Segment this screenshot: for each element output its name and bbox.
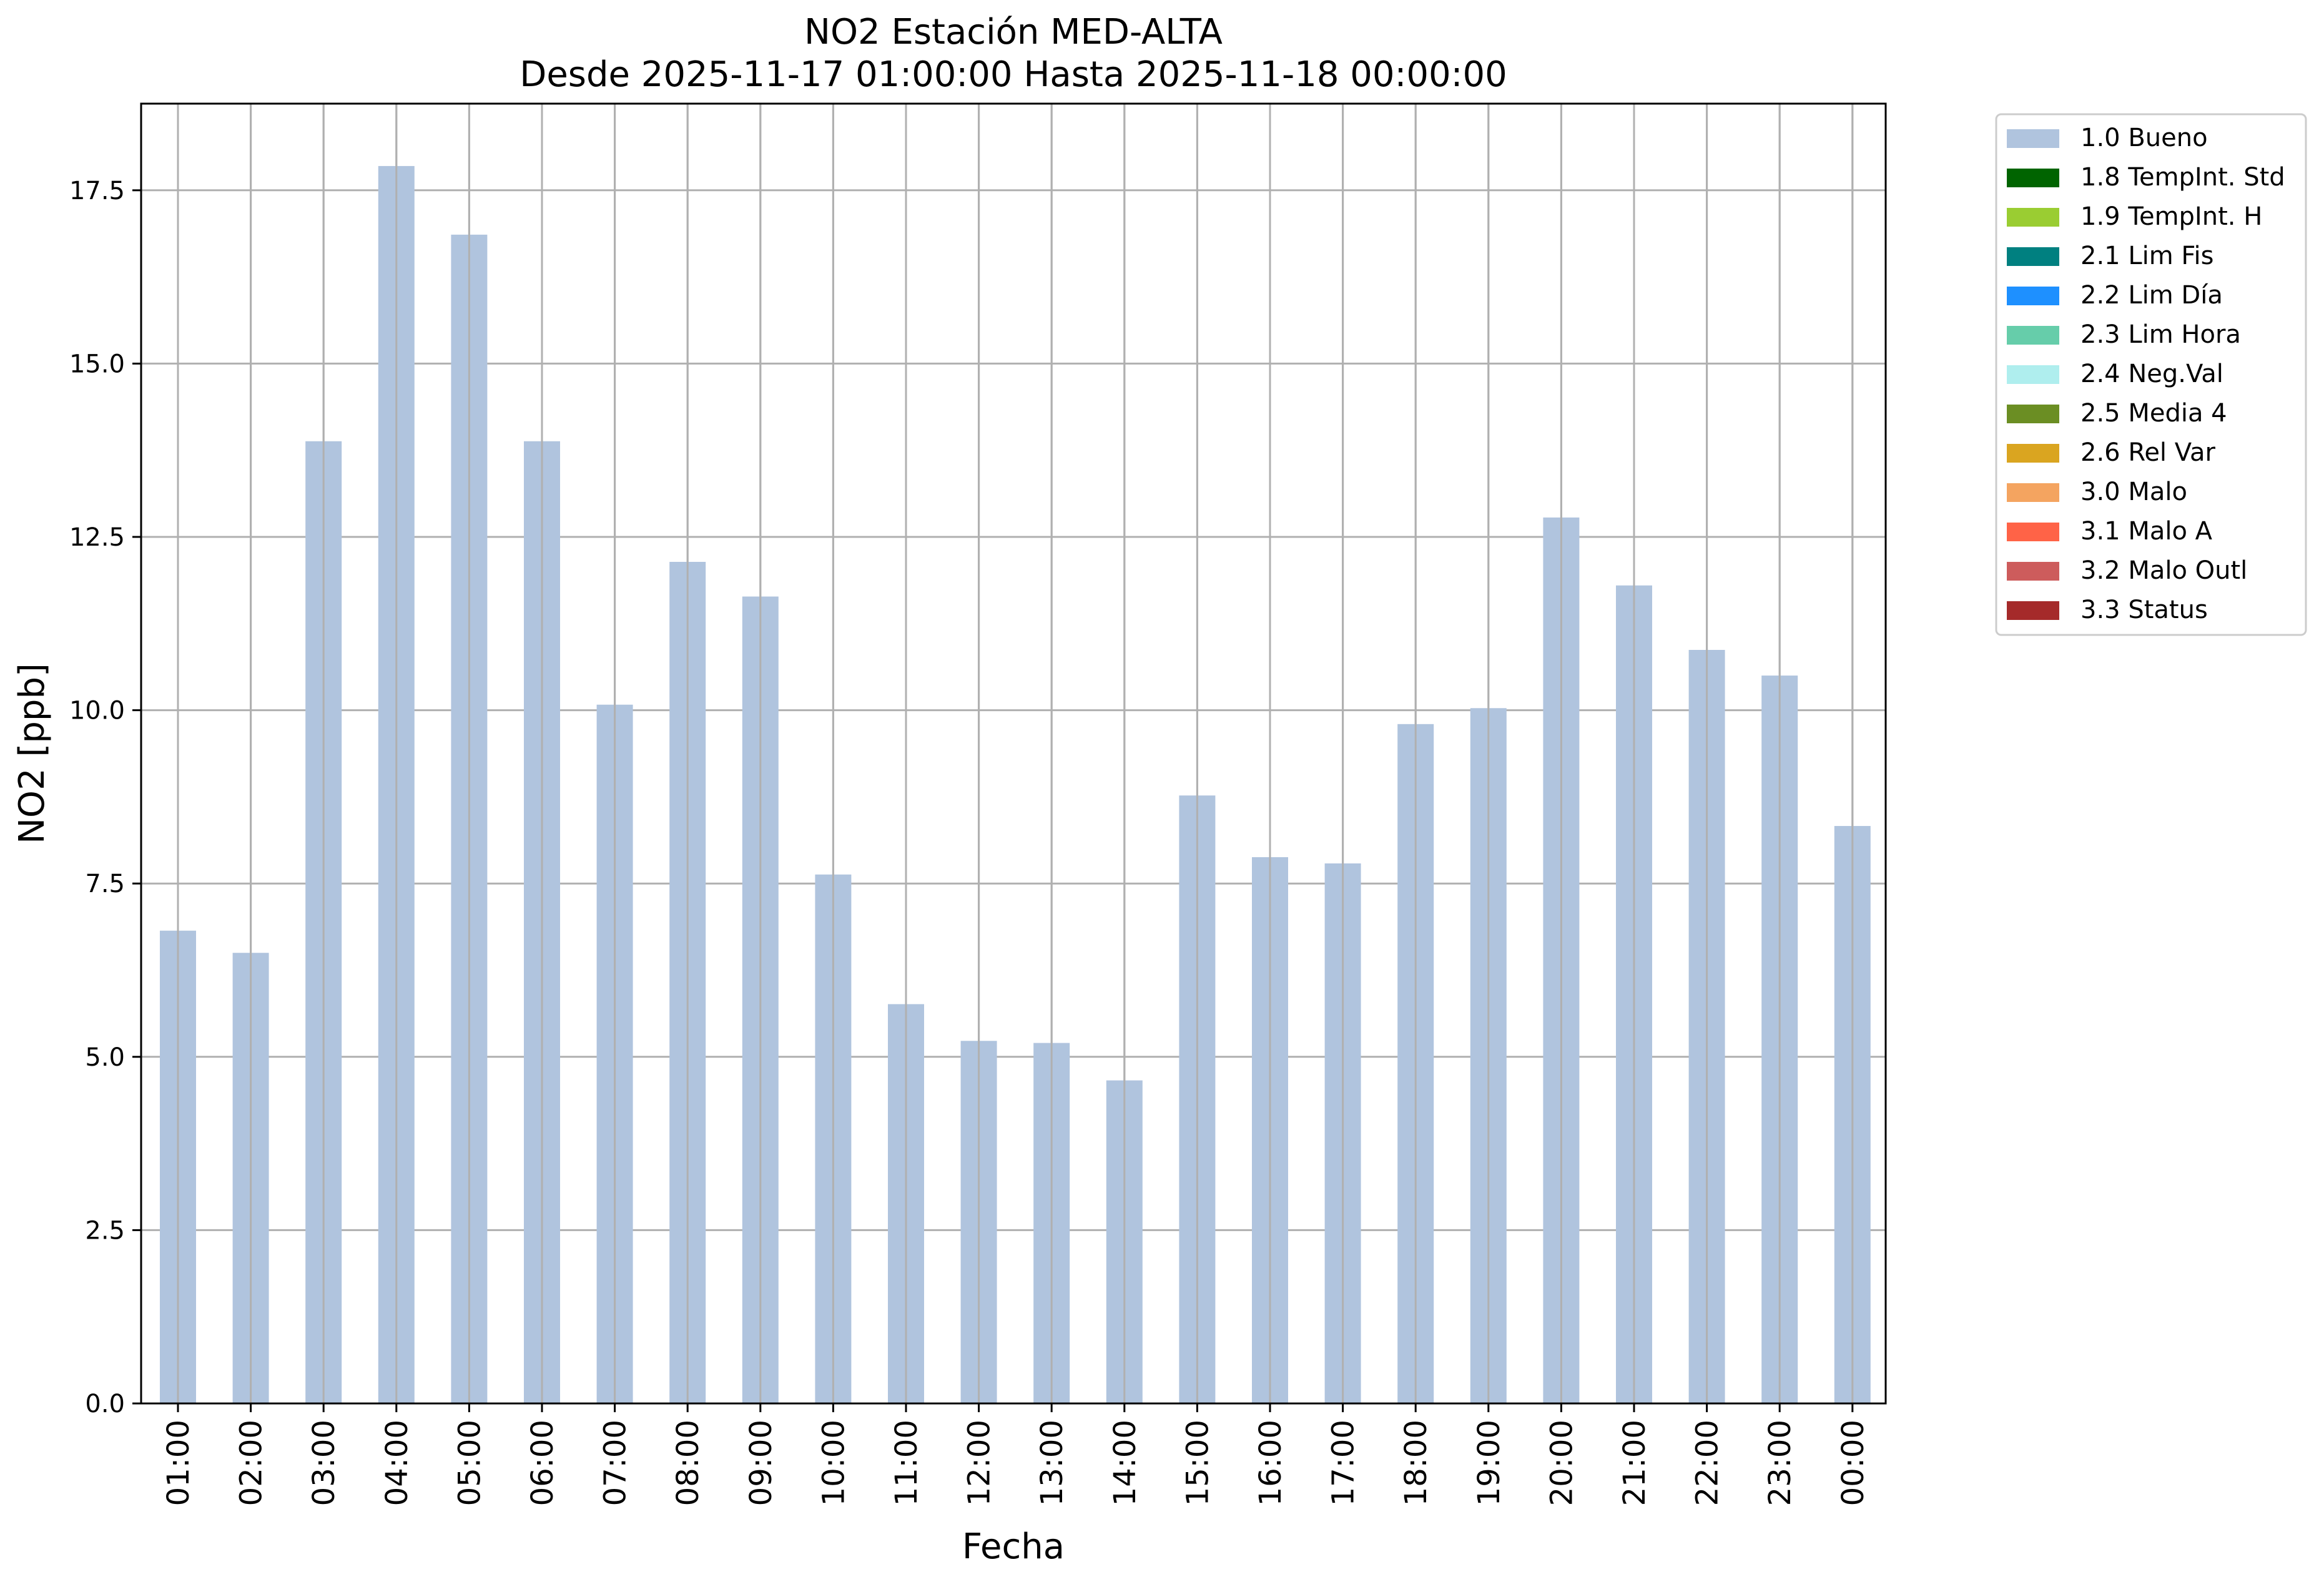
plot-frame bbox=[140, 102, 1887, 1405]
legend-label: 1.0 Bueno bbox=[2080, 124, 2208, 152]
legend-label: 3.1 Malo A bbox=[2080, 517, 2213, 546]
legend-swatch bbox=[2007, 444, 2059, 463]
x-tick-label: 14:00 bbox=[1108, 1420, 1143, 1506]
legend-swatch bbox=[2007, 405, 2059, 423]
legend-label: 3.3 Status bbox=[2080, 596, 2208, 624]
x-tick-label: 23:00 bbox=[1763, 1420, 1798, 1506]
legend-label: 3.0 Malo bbox=[2080, 478, 2187, 506]
x-tick-label: 02:00 bbox=[234, 1420, 269, 1506]
y-tick-label: 2.5 bbox=[85, 1216, 125, 1245]
x-tick-label: 06:00 bbox=[525, 1420, 560, 1506]
x-axis-label: Fecha bbox=[962, 1526, 1065, 1567]
x-tick-label: 07:00 bbox=[598, 1420, 633, 1506]
x-tick-label: 09:00 bbox=[744, 1420, 779, 1506]
y-tick-label: 10.0 bbox=[69, 697, 125, 725]
x-tick-label: 13:00 bbox=[1035, 1420, 1070, 1506]
legend-swatch bbox=[2007, 483, 2059, 502]
x-tick-label: 03:00 bbox=[307, 1420, 342, 1506]
x-tick-label: 11:00 bbox=[889, 1420, 924, 1506]
legend-label: 1.8 TempInt. Std bbox=[2080, 163, 2285, 192]
y-axis-label: NO2 [ppb] bbox=[12, 663, 52, 844]
x-tick-label: 10:00 bbox=[816, 1420, 851, 1506]
legend-label: 1.9 TempInt. H bbox=[2080, 202, 2262, 231]
y-tick-label: 7.5 bbox=[85, 870, 125, 898]
legend-swatch bbox=[2007, 365, 2059, 384]
legend-swatch bbox=[2007, 562, 2059, 581]
y-tick-label: 0.0 bbox=[85, 1390, 125, 1418]
legend-frame bbox=[1995, 113, 2307, 636]
legend-swatch bbox=[2007, 601, 2059, 620]
legend-swatch bbox=[2007, 326, 2059, 345]
bars bbox=[160, 104, 1871, 1404]
x-tick-label: 16:00 bbox=[1253, 1420, 1288, 1506]
legend-label: 2.1 Lim Fis bbox=[2080, 242, 2213, 270]
x-tick-label: 21:00 bbox=[1617, 1420, 1652, 1506]
legend-swatch bbox=[2007, 287, 2059, 305]
x-tick-label: 08:00 bbox=[671, 1420, 706, 1506]
x-tick-label: 12:00 bbox=[962, 1420, 997, 1506]
x-tick-label: 00:00 bbox=[1836, 1420, 1871, 1506]
legend-swatch bbox=[2007, 169, 2059, 187]
y-tick-label: 15.0 bbox=[69, 350, 125, 378]
x-tick-label: 05:00 bbox=[452, 1420, 487, 1506]
x-tick-label: 04:00 bbox=[380, 1420, 415, 1506]
x-axis-ticks: 01:00 02:00 03:00 04:00 05:00 06:00 07:00 08:00… bbox=[161, 1403, 1871, 1506]
chart-subtitle: Desde 2025-11-17 01:00:00 Hasta 2025-11-… bbox=[519, 54, 1507, 95]
x-tick-label: 18:00 bbox=[1399, 1420, 1434, 1506]
legend: 1.0 Bueno 1.8 TempInt. Std 1.9 TempInt. H 2… bbox=[1995, 113, 2307, 636]
legend-label: 2.2 Lim Día bbox=[2080, 281, 2223, 310]
x-tick-label: 01:00 bbox=[161, 1420, 196, 1506]
legend-label: 2.6 Rel Var bbox=[2080, 438, 2216, 467]
y-tick-label: 17.5 bbox=[69, 177, 125, 205]
x-tick-label: 17:00 bbox=[1326, 1420, 1361, 1506]
x-tick-label: 22:00 bbox=[1690, 1420, 1725, 1506]
x-tick-label: 15:00 bbox=[1180, 1420, 1215, 1506]
y-tick-label: 5.0 bbox=[85, 1043, 125, 1072]
legend-swatch bbox=[2007, 247, 2059, 266]
y-tick-label: 12.5 bbox=[69, 523, 125, 552]
legend-swatch bbox=[2007, 523, 2059, 541]
legend-label: 2.5 Media 4 bbox=[2080, 399, 2227, 428]
x-tick-label: 19:00 bbox=[1472, 1420, 1507, 1506]
y-axis-ticks: 0.0 2.5 5.0 7.5 10.0 12.5 15.0 17.5 bbox=[69, 177, 141, 1418]
x-tick-label: 20:00 bbox=[1544, 1420, 1579, 1506]
legend-label: 2.4 Neg.Val bbox=[2080, 360, 2223, 388]
legend-swatch bbox=[2007, 208, 2059, 227]
legend-label: 3.2 Malo Outl bbox=[2080, 556, 2247, 585]
chart-title: NO2 Estación MED-ALTA bbox=[804, 12, 1223, 52]
legend-label: 2.3 Lim Hora bbox=[2080, 320, 2241, 349]
legend-swatch bbox=[2007, 129, 2059, 148]
